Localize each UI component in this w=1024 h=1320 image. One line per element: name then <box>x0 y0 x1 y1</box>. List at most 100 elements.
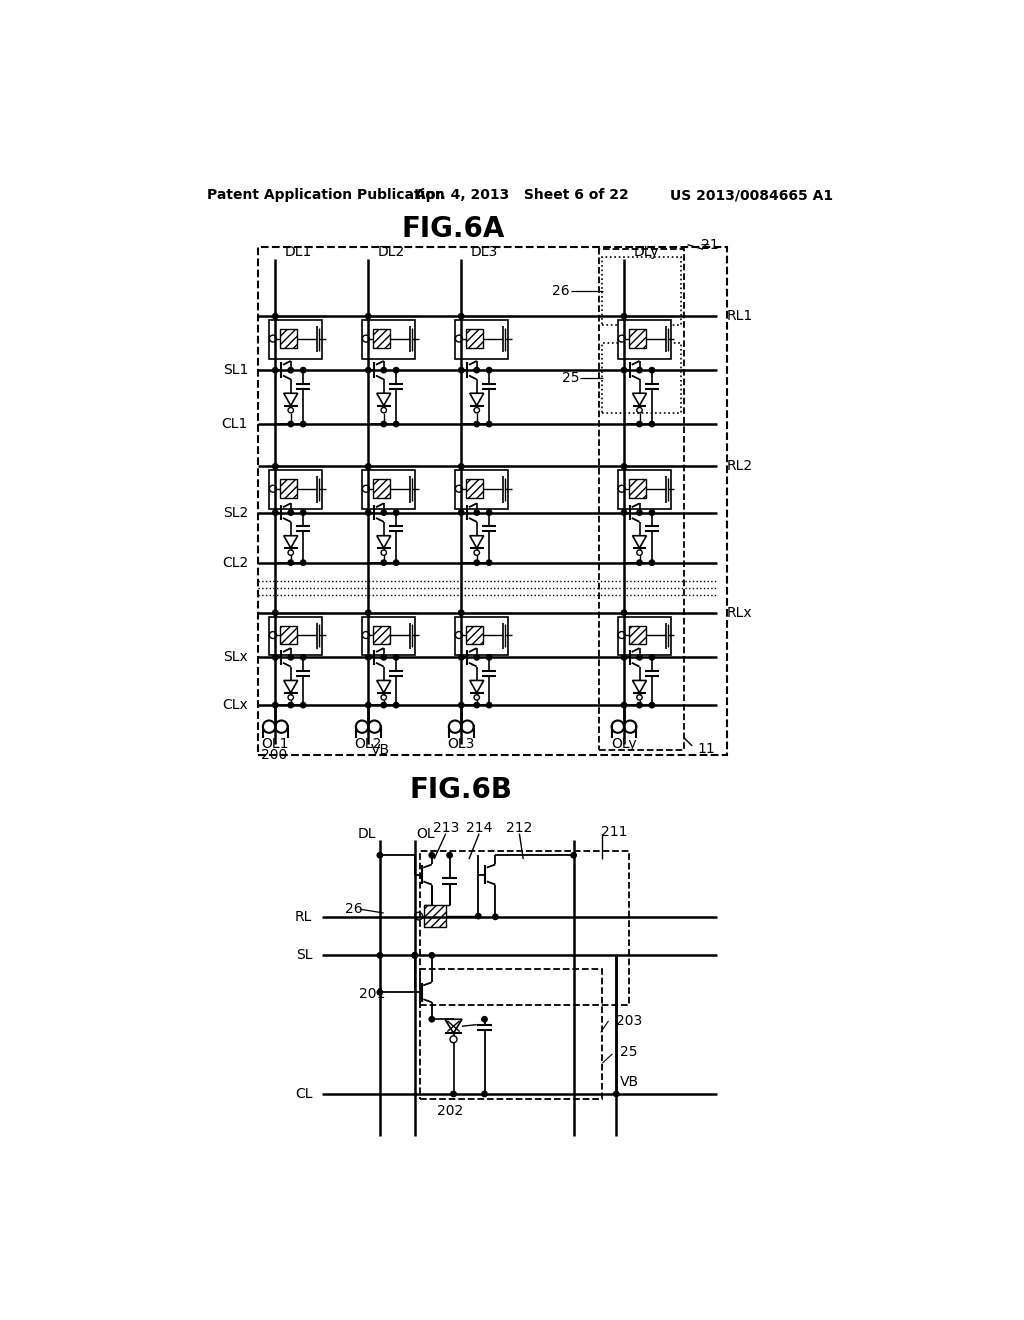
Circle shape <box>288 702 294 708</box>
Bar <box>373 330 390 348</box>
Circle shape <box>481 1092 487 1097</box>
Circle shape <box>272 510 278 515</box>
Circle shape <box>649 560 654 565</box>
Bar <box>455 470 508 508</box>
Text: VB: VB <box>371 743 390 756</box>
Circle shape <box>474 421 479 426</box>
Circle shape <box>366 610 371 615</box>
Circle shape <box>272 610 278 615</box>
Circle shape <box>459 463 464 469</box>
Circle shape <box>622 702 627 708</box>
Bar <box>601 257 681 325</box>
Circle shape <box>493 915 498 920</box>
Text: Patent Application Publication: Patent Application Publication <box>207 189 444 202</box>
Bar <box>617 321 671 359</box>
Bar <box>280 479 297 498</box>
Circle shape <box>637 510 642 515</box>
Circle shape <box>393 655 399 660</box>
Circle shape <box>272 702 278 708</box>
Circle shape <box>459 610 464 615</box>
Circle shape <box>393 367 399 372</box>
Polygon shape <box>284 393 298 405</box>
Circle shape <box>622 463 627 469</box>
Circle shape <box>366 314 371 319</box>
Text: 211: 211 <box>601 825 628 840</box>
Circle shape <box>429 1016 434 1022</box>
Text: 25: 25 <box>621 1044 638 1059</box>
Circle shape <box>300 421 306 426</box>
Bar <box>466 626 483 644</box>
Text: 26: 26 <box>345 902 362 916</box>
Circle shape <box>393 510 399 515</box>
Bar <box>629 479 646 498</box>
Bar <box>362 616 415 655</box>
Text: 26: 26 <box>552 284 569 298</box>
Text: 212: 212 <box>506 821 532 836</box>
Text: OL2: OL2 <box>354 737 382 751</box>
Bar <box>373 479 390 498</box>
Circle shape <box>622 610 627 615</box>
Polygon shape <box>377 681 391 693</box>
Bar <box>629 626 646 644</box>
Circle shape <box>381 560 386 565</box>
Polygon shape <box>470 393 483 405</box>
Circle shape <box>300 367 306 372</box>
Circle shape <box>474 367 479 372</box>
Circle shape <box>637 560 642 565</box>
Text: RL2: RL2 <box>726 459 753 474</box>
Bar <box>629 330 646 348</box>
Circle shape <box>637 702 642 708</box>
Bar <box>466 330 483 348</box>
Bar <box>617 616 671 655</box>
Text: Apr. 4, 2013   Sheet 6 of 22: Apr. 4, 2013 Sheet 6 of 22 <box>415 189 629 202</box>
Circle shape <box>613 1092 618 1097</box>
Bar <box>599 249 684 750</box>
Circle shape <box>474 510 479 515</box>
Polygon shape <box>284 536 298 548</box>
Bar <box>455 616 508 655</box>
Circle shape <box>288 560 294 565</box>
Circle shape <box>272 655 278 660</box>
Text: RL1: RL1 <box>726 309 753 323</box>
Text: 11: 11 <box>697 742 716 756</box>
Text: FIG.6A: FIG.6A <box>401 215 505 243</box>
Text: OL3: OL3 <box>447 737 475 751</box>
Bar <box>373 626 390 644</box>
Text: DL3: DL3 <box>471 246 498 259</box>
Text: 214: 214 <box>466 821 493 836</box>
Polygon shape <box>377 393 391 405</box>
Circle shape <box>474 560 479 565</box>
Circle shape <box>393 560 399 565</box>
Circle shape <box>366 463 371 469</box>
Circle shape <box>412 953 418 958</box>
Bar <box>269 616 322 655</box>
Text: CL2: CL2 <box>222 556 248 570</box>
Text: SL1: SL1 <box>223 363 248 378</box>
Bar <box>424 906 445 927</box>
Text: 25: 25 <box>561 371 579 385</box>
Text: OLy: OLy <box>611 737 637 751</box>
Circle shape <box>366 655 371 660</box>
Circle shape <box>429 853 434 858</box>
Bar <box>269 470 322 508</box>
Circle shape <box>459 367 464 372</box>
Text: 213: 213 <box>432 821 459 836</box>
Bar <box>420 969 602 1098</box>
Circle shape <box>381 421 386 426</box>
Text: FIG.6B: FIG.6B <box>410 776 513 804</box>
Circle shape <box>300 510 306 515</box>
Text: CLx: CLx <box>222 698 248 711</box>
Bar <box>258 247 727 755</box>
Circle shape <box>474 702 479 708</box>
Circle shape <box>649 702 654 708</box>
Text: DLy: DLy <box>633 246 658 259</box>
Circle shape <box>429 953 434 958</box>
Circle shape <box>412 953 418 958</box>
Circle shape <box>637 655 642 660</box>
Circle shape <box>381 367 386 372</box>
Text: 203: 203 <box>616 1014 642 1028</box>
Circle shape <box>459 510 464 515</box>
Circle shape <box>486 655 492 660</box>
Circle shape <box>393 421 399 426</box>
Circle shape <box>637 367 642 372</box>
